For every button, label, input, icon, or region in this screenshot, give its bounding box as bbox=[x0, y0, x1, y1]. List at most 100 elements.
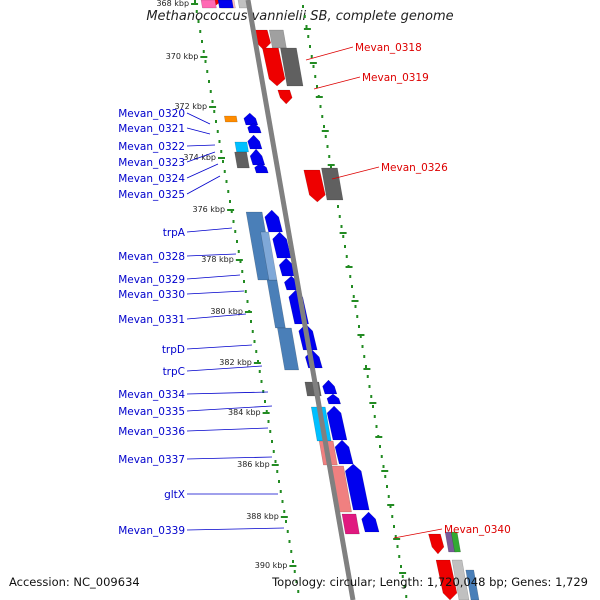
tick-dot-left bbox=[269, 430, 272, 433]
kbp-label: 390 kbp bbox=[255, 561, 288, 570]
gene-arrow-reverse bbox=[277, 89, 293, 105]
gene-label-left: Mevan_0328 bbox=[118, 251, 185, 263]
tick-dot-left bbox=[253, 340, 256, 343]
tick-dot-left bbox=[227, 190, 230, 193]
tick-dot-right bbox=[366, 375, 369, 378]
tick-dot-left bbox=[257, 360, 259, 363]
tick-dot-right bbox=[387, 495, 390, 498]
gene-arrow-forward bbox=[247, 122, 262, 134]
tick-dot-left bbox=[264, 400, 266, 403]
gene-label-left: Mevan_0323 bbox=[118, 157, 185, 169]
tick-dot-left bbox=[232, 220, 235, 223]
tick-dot-right bbox=[340, 225, 343, 228]
cds-box bbox=[234, 151, 250, 169]
tick-dot-left bbox=[213, 110, 216, 113]
kbp-tick-mark bbox=[235, 259, 243, 261]
leader-line-left bbox=[186, 151, 216, 163]
gene-label-left: Mevan_0320 bbox=[118, 108, 185, 120]
gene-arrow-forward bbox=[249, 148, 266, 166]
gene-label-left: Mevan_0324 bbox=[118, 173, 185, 185]
tick-dot-right bbox=[312, 65, 315, 68]
tick-dot-right bbox=[379, 445, 381, 448]
tick-dot-right bbox=[373, 415, 376, 418]
gene-label-right: Mevan_0326 bbox=[381, 162, 448, 174]
tick-dot-left bbox=[292, 560, 294, 563]
tick-dot-left bbox=[201, 40, 203, 43]
leader-line-right bbox=[313, 76, 361, 90]
leader-line-left bbox=[186, 527, 285, 531]
tick-dot-right bbox=[326, 145, 329, 148]
tick-dot-right bbox=[356, 315, 359, 318]
tick-dot-left bbox=[271, 440, 273, 443]
cds-box bbox=[465, 569, 480, 600]
tick-dot-left bbox=[251, 330, 254, 333]
gene-label-left: Mevan_0335 bbox=[118, 406, 185, 418]
tick-dot-left bbox=[258, 370, 261, 373]
tick-dot-left bbox=[243, 280, 245, 283]
tick-dot-left bbox=[204, 60, 207, 63]
tick-dot-left bbox=[208, 80, 210, 83]
tick-dot-right bbox=[302, 5, 304, 8]
tick-dot-left bbox=[239, 260, 242, 263]
tick-dot-left bbox=[244, 290, 247, 293]
tick-dot-left bbox=[220, 150, 223, 153]
gene-arrow-reverse bbox=[435, 559, 458, 600]
kbp-label: 370 kbp bbox=[166, 52, 199, 61]
accession-text: Accession: NC_009634 bbox=[9, 575, 140, 589]
tick-dash-right bbox=[363, 368, 371, 370]
leader-line-left bbox=[186, 344, 253, 350]
cds-box bbox=[200, 0, 217, 9]
gene-label-group: Mevan_0320 Mevan_0321 Mevan_0322 Mevan_0323… bbox=[118, 42, 511, 537]
tick-dot-right bbox=[405, 595, 408, 598]
tick-dash-right bbox=[339, 232, 347, 234]
kbp-label: 380 kbp bbox=[210, 307, 243, 316]
tick-dot-left bbox=[218, 140, 221, 143]
backbone-line bbox=[245, 0, 356, 600]
cds-box-blue bbox=[266, 279, 286, 329]
kbp-label: 378 kbp bbox=[201, 255, 234, 264]
leader-line-left bbox=[186, 405, 273, 412]
tick-dot-left bbox=[276, 470, 279, 473]
tick-dot-right bbox=[359, 335, 362, 338]
tick-dash-right bbox=[393, 538, 401, 540]
gene-label-left: Mevan_0322 bbox=[118, 141, 185, 153]
leader-line-left bbox=[186, 290, 245, 295]
gene-label-right: Mevan_0319 bbox=[362, 72, 429, 84]
kbp-label: 386 kbp bbox=[237, 460, 270, 469]
tick-dot-left bbox=[283, 510, 286, 513]
kbp-tick-mark bbox=[244, 311, 252, 313]
gene-label-right: Mevan_0340 bbox=[444, 524, 511, 536]
leader-line-left bbox=[186, 427, 269, 432]
leader-line-left bbox=[186, 163, 219, 179]
tick-dot-right bbox=[393, 525, 395, 528]
tick-dot-left bbox=[206, 70, 209, 73]
tick-dash-right bbox=[327, 164, 335, 166]
tick-dot-right bbox=[319, 105, 322, 108]
gene-arrow-forward bbox=[254, 162, 269, 174]
tick-dot-right bbox=[349, 275, 352, 278]
tick-dot-right bbox=[401, 575, 404, 578]
leader-line-left bbox=[186, 175, 221, 195]
tick-dot-left bbox=[211, 100, 214, 103]
kbp-tick-mark bbox=[280, 516, 288, 518]
tick-dot-left bbox=[230, 210, 233, 213]
kbp-tick-mark bbox=[262, 412, 270, 414]
tick-dot-right bbox=[323, 125, 325, 128]
gene-label-left: trpA bbox=[163, 227, 186, 239]
gene-label-left: trpD bbox=[162, 344, 185, 356]
tick-dot-right bbox=[400, 565, 402, 568]
kbp-label: 384 kbp bbox=[228, 408, 261, 417]
tick-dot-right bbox=[305, 25, 308, 28]
tick-dot-left bbox=[237, 250, 240, 253]
leader-line-left bbox=[186, 253, 237, 257]
tick-dot-left bbox=[262, 390, 265, 393]
tick-dot-left bbox=[279, 490, 282, 493]
gene-arrow-reverse bbox=[262, 47, 286, 87]
tick-dot-left bbox=[278, 480, 280, 483]
leader-line-left bbox=[186, 313, 247, 320]
tick-dot-left bbox=[215, 120, 217, 123]
tick-dot-right bbox=[352, 295, 355, 298]
tick-dot-left bbox=[216, 130, 219, 133]
tick-dot-right bbox=[372, 405, 374, 408]
leader-line-right bbox=[393, 528, 443, 539]
